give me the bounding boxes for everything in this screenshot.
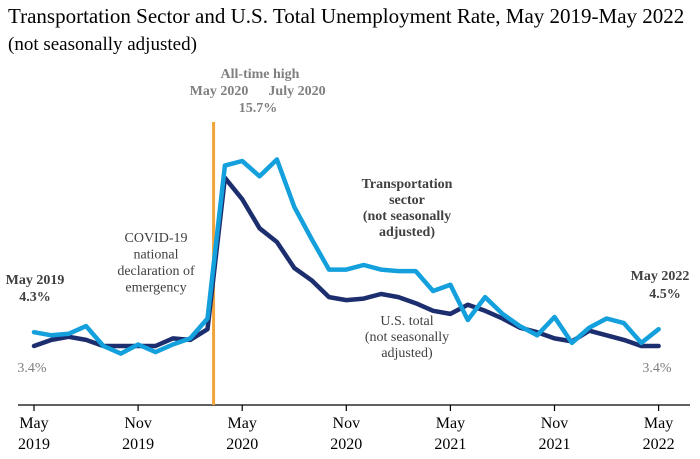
annotation-transport-label: sector xyxy=(389,193,425,208)
x-tick-label-month: Nov xyxy=(124,415,152,432)
annotation-july-2020-high: July 2020 xyxy=(268,84,325,99)
annotation-transport-label: adjusted) xyxy=(379,225,435,240)
annotation-covid-line: emergency xyxy=(125,281,186,296)
x-tick-label-year: 2022 xyxy=(643,436,675,453)
annotation-may-2022: May 2022 xyxy=(631,269,690,284)
annotation-transport-label: (not seasonally xyxy=(363,209,451,224)
annotation-may-2019-total: 3.4% xyxy=(17,361,47,376)
annotation-total-label: adjusted) xyxy=(381,346,433,361)
x-tick-label-month: Nov xyxy=(541,415,569,432)
series-line-total xyxy=(31,175,661,349)
annotation-may-2022-total: 3.4% xyxy=(642,361,672,376)
x-tick-label-year: 2019 xyxy=(18,436,50,453)
x-tick-label-year: 2021 xyxy=(434,436,466,453)
annotation-high-value: 15.7% xyxy=(239,101,278,116)
x-tick-label-month: Nov xyxy=(333,415,361,432)
x-tick-label-year: 2021 xyxy=(539,436,571,453)
annotation-may-2019-value: 4.3% xyxy=(19,290,51,305)
x-tick-label-month: May xyxy=(228,415,257,432)
annotation-covid-line: declaration of xyxy=(117,264,195,279)
annotation-transport-label: Transportation xyxy=(362,177,453,192)
annotation-may-2019: May 2019 xyxy=(6,273,65,288)
series-line-transport xyxy=(31,157,661,356)
x-tick-label-year: 2020 xyxy=(226,436,258,453)
annotation-total-label: (not seasonally xyxy=(365,330,449,345)
annotation-may-2020-high: May 2020 xyxy=(190,84,249,99)
x-tick-label-month: May xyxy=(644,415,673,432)
annotation-total-label: U.S. total xyxy=(380,314,433,329)
chart-title: Transportation Sector and U.S. Total Une… xyxy=(8,4,685,28)
x-tick-label-year: 2020 xyxy=(330,436,362,453)
annotation-may-2022-value: 4.5% xyxy=(649,287,681,302)
x-tick-label-month: May xyxy=(19,415,48,432)
annotation-covid-line: COVID-19 xyxy=(125,231,188,246)
annotation-all-time-high: All-time high xyxy=(221,67,300,82)
annotation-covid-line: national xyxy=(133,248,178,263)
x-tick-label-year: 2019 xyxy=(122,436,154,453)
x-tick-label-month: May xyxy=(436,415,465,432)
chart-subtitle: (not seasonally adjusted) xyxy=(8,34,197,55)
